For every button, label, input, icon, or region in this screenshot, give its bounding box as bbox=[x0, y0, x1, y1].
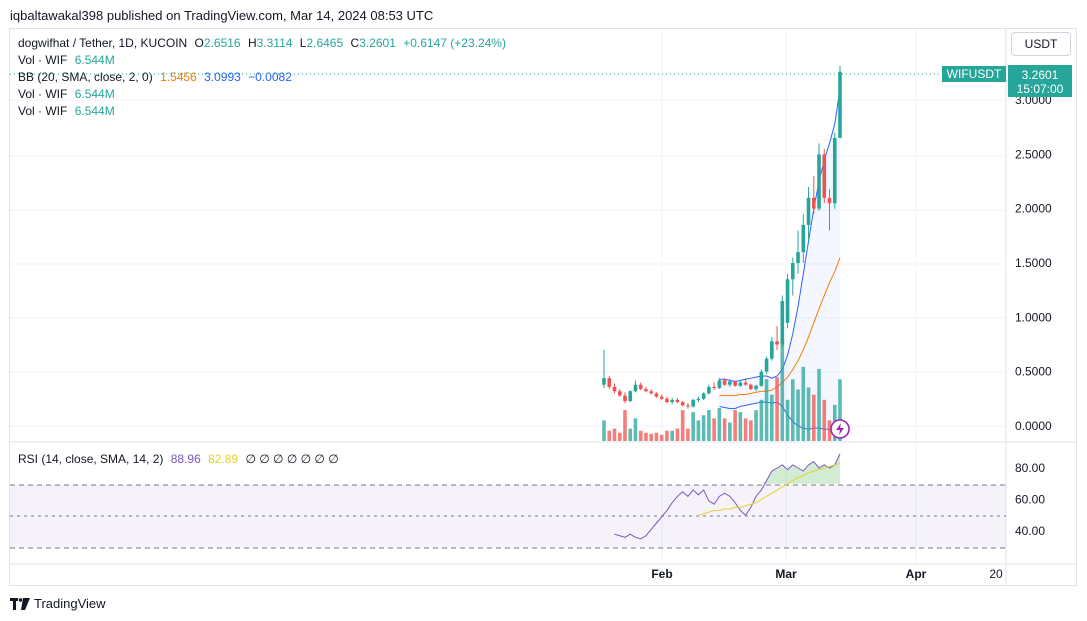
bb-label: BB (20, SMA, close, 2, 0) bbox=[18, 70, 153, 84]
rsi-na-values: ∅ ∅ ∅ ∅ ∅ ∅ ∅ bbox=[245, 452, 339, 466]
symbol-name[interactable]: dogwifhat / Tether, 1D, KUCOIN bbox=[18, 36, 188, 50]
volume-value: 6.544M bbox=[74, 53, 115, 67]
volume-label: Vol · WIF bbox=[18, 104, 68, 118]
symbol-legend[interactable]: dogwifhat / Tether, 1D, KUCOIN O2.6516 H… bbox=[18, 36, 510, 50]
change-value: +0.6147 (+23.24%) bbox=[403, 36, 506, 50]
rsi-legend[interactable]: RSI (14, close, SMA, 14, 2) 88.96 82.89 … bbox=[18, 452, 343, 466]
tradingview-logo[interactable]: TradingView bbox=[10, 596, 106, 611]
close-label: C bbox=[350, 36, 360, 50]
high-value: 3.3114 bbox=[256, 36, 293, 50]
rsi-label: RSI (14, close, SMA, 14, 2) bbox=[18, 452, 164, 466]
low-label: L bbox=[299, 36, 307, 50]
tradingview-brand: TradingView bbox=[34, 596, 106, 611]
volume-legend-2[interactable]: Vol · WIF 6.544M bbox=[18, 87, 119, 101]
chart-frame bbox=[9, 28, 1077, 586]
volume-value: 6.544M bbox=[74, 87, 115, 101]
volume-label: Vol · WIF bbox=[18, 87, 68, 101]
bb-basis-value: 1.5456 bbox=[160, 70, 197, 84]
tradingview-logo-icon bbox=[10, 597, 30, 610]
open-label: O bbox=[194, 36, 204, 50]
bb-legend[interactable]: BB (20, SMA, close, 2, 0) 1.5456 3.0993 … bbox=[18, 70, 296, 84]
open-value: 2.6516 bbox=[203, 36, 241, 50]
low-value: 2.6465 bbox=[306, 36, 344, 50]
volume-legend-3[interactable]: Vol · WIF 6.544M bbox=[18, 104, 119, 118]
publisher-line: iqbaltawakal398 published on TradingView… bbox=[10, 8, 434, 23]
volume-value: 6.544M bbox=[74, 104, 115, 118]
currency-button[interactable]: USDT bbox=[1011, 32, 1071, 56]
rsi-value: 88.96 bbox=[170, 452, 201, 466]
volume-label: Vol · WIF bbox=[18, 53, 68, 67]
bb-lower-value: −0.0082 bbox=[248, 70, 292, 84]
bb-upper-value: 3.0993 bbox=[204, 70, 241, 84]
volume-legend-1[interactable]: Vol · WIF 6.544M bbox=[18, 53, 119, 67]
rsi-ma-value: 82.89 bbox=[208, 452, 239, 466]
close-value: 3.2601 bbox=[359, 36, 396, 50]
high-label: H bbox=[247, 36, 257, 50]
